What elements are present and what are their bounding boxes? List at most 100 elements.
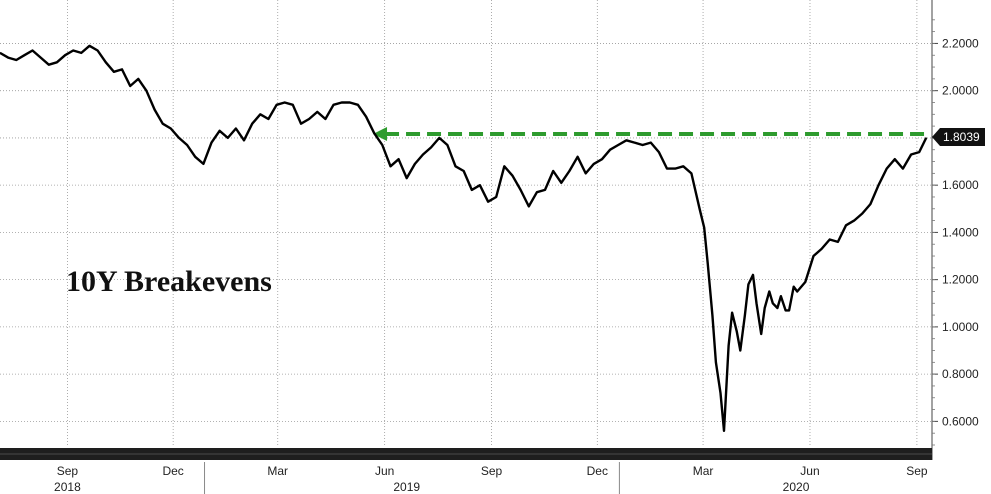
- data-point: [845, 224, 847, 226]
- data-point: [129, 85, 131, 87]
- data-point: [703, 227, 705, 229]
- data-point: [373, 132, 375, 134]
- data-point: [585, 172, 587, 174]
- data-point: [698, 208, 701, 210]
- data-point: [349, 101, 351, 104]
- x-tick-label: Mar: [267, 464, 288, 478]
- data-point: [446, 144, 449, 146]
- data-point: [728, 345, 730, 347]
- y-tick-label: 1.2000: [942, 273, 979, 287]
- data-point: [674, 168, 676, 170]
- data-point: [772, 302, 774, 304]
- data-point: [609, 149, 611, 151]
- data-point: [357, 104, 359, 106]
- data-point: [300, 123, 302, 125]
- data-point: [707, 262, 709, 264]
- data-point: [210, 142, 213, 144]
- data-point: [784, 309, 787, 311]
- data-point: [105, 61, 107, 63]
- y-tick-label: 2.0000: [942, 84, 979, 98]
- data-point: [422, 153, 424, 156]
- data-point: [877, 184, 880, 186]
- reference-arrowhead: [373, 126, 388, 141]
- data-point: [438, 137, 440, 139]
- x-tick-label: Jun: [800, 464, 819, 478]
- data-point: [389, 165, 392, 167]
- data-point: [821, 248, 823, 250]
- data-point: [666, 168, 668, 170]
- data-point: [219, 130, 221, 132]
- data-point: [625, 139, 627, 141]
- year-label: 2019: [393, 480, 420, 494]
- data-point: [332, 104, 335, 106]
- y-axis: 2.20002.00001.80001.60001.40001.20001.00…: [931, 0, 979, 460]
- data-point: [487, 201, 489, 203]
- data-point: [292, 104, 294, 106]
- data-point: [194, 156, 196, 158]
- data-point: [520, 189, 522, 191]
- data-point: [593, 163, 595, 165]
- data-point: [113, 71, 115, 73]
- reference-line: [373, 126, 927, 141]
- data-point: [747, 283, 749, 285]
- data-point: [869, 203, 872, 205]
- data-point: [72, 49, 74, 52]
- year-label: 2020: [783, 480, 810, 494]
- data-point: [736, 331, 738, 333]
- data-point: [829, 238, 831, 241]
- data-point: [633, 142, 636, 144]
- data-point: [235, 127, 237, 130]
- data-point: [243, 139, 245, 141]
- data-point: [7, 57, 9, 59]
- data-point: [15, 59, 17, 61]
- data-point: [316, 111, 318, 113]
- chart-title: 10Y Breakevens: [66, 265, 272, 298]
- x-tick-label: Jun: [375, 464, 394, 478]
- data-point: [744, 314, 746, 316]
- data-point: [861, 212, 863, 215]
- gridlines: [0, 0, 932, 445]
- data-point: [690, 172, 693, 174]
- data-point: [471, 189, 473, 191]
- data-point: [528, 205, 530, 208]
- data-point: [796, 290, 798, 293]
- data-point: [764, 307, 766, 309]
- y-tick-label: 1.6000: [942, 178, 979, 192]
- data-point: [711, 314, 713, 316]
- x-tick-label: Mar: [693, 464, 714, 478]
- x-tick-label: Dec: [587, 464, 608, 478]
- data-point: [454, 165, 457, 167]
- y-tick-label: 1.4000: [942, 225, 979, 239]
- data-point: [170, 127, 172, 130]
- data-point: [341, 101, 343, 104]
- data-point: [31, 49, 34, 52]
- last-value-marker: 1.8039: [932, 127, 985, 146]
- data-point: [886, 168, 888, 170]
- data-point: [88, 45, 91, 47]
- data-point: [503, 165, 505, 167]
- data-point: [40, 57, 42, 59]
- data-point: [536, 191, 538, 193]
- data-point: [202, 163, 204, 165]
- data-point: [918, 151, 920, 153]
- last-value-box: [932, 127, 985, 146]
- data-point: [397, 158, 400, 160]
- data-point: [925, 137, 927, 139]
- data-point: [430, 146, 432, 148]
- data-point: [80, 52, 82, 54]
- data-point: [731, 312, 733, 314]
- data-point: [804, 281, 806, 283]
- data-point: [324, 118, 326, 120]
- plot-area: [0, 0, 932, 445]
- data-point: [682, 165, 684, 167]
- data-point: [137, 78, 139, 80]
- data-point: [910, 153, 912, 156]
- y-tick-label: 1.0000: [942, 320, 979, 334]
- data-point: [251, 123, 253, 125]
- data-point: [259, 113, 261, 115]
- data-point: [793, 286, 795, 288]
- data-point: [760, 333, 762, 335]
- data-point: [0, 52, 1, 54]
- data-point: [64, 54, 66, 56]
- data-point: [894, 158, 896, 160]
